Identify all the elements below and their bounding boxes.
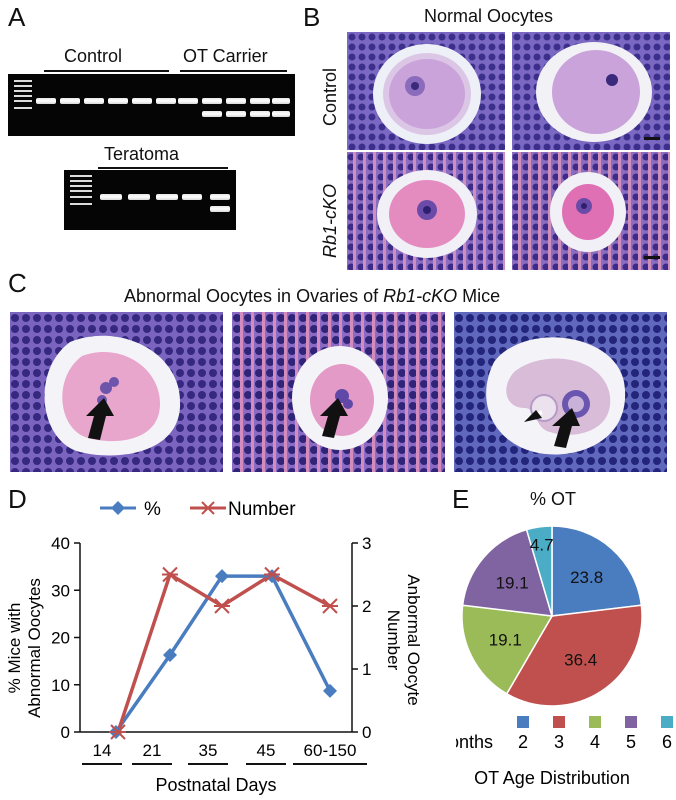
legend-number-text: Number (228, 499, 296, 520)
panel-c-title-suffix: Mice (457, 286, 501, 306)
x-tick-label: 45 (257, 741, 276, 760)
legend-swatch (589, 716, 601, 728)
micrograph-rb1cko-1 (347, 152, 505, 270)
series-number-line (116, 571, 331, 733)
series-percent-line (114, 574, 332, 734)
panel-c-title: Abnormal Oocytes in Ovaries of Rb1-cKO M… (124, 286, 500, 307)
y-right-tick-label: 2 (362, 597, 371, 616)
legend-label: 5 (626, 732, 636, 752)
pie-slice-label: 4.7 (530, 536, 554, 555)
number-point (322, 598, 338, 614)
legend-swatch (661, 716, 673, 728)
legend: % Number (100, 499, 296, 520)
y-right-tick-label: 3 (362, 534, 371, 553)
pie-slice (551, 525, 643, 617)
pie-legend-prefix: Months (456, 732, 493, 752)
x-tick-label: 21 (143, 741, 162, 760)
pie: 23.836.419.119.14.7 (461, 525, 643, 707)
panel-a-label: A (8, 2, 26, 32)
x-axis-title: Postnatal Days (155, 775, 276, 795)
percent-point (323, 683, 337, 698)
y-right-title-2: Number (384, 610, 403, 671)
panel-c-title-italic: Rb1-cKO (383, 286, 458, 306)
panel-b-title: Normal Oocytes (424, 6, 554, 26)
y-left-tick-label: 30 (51, 581, 70, 600)
pie-slice-label: 19.1 (489, 630, 522, 649)
row-label-control: Control (320, 67, 340, 126)
x-tick-label: 60-150 (304, 741, 357, 760)
micrograph-control-2 (512, 32, 670, 150)
legend-swatch (553, 716, 565, 728)
gel-image-control-carrier (8, 74, 295, 136)
ot-carrier-label: OT Carrier (183, 46, 268, 66)
control-underline (44, 70, 169, 72)
panel-b-label: B (303, 2, 321, 32)
ot-carrier-underline (180, 70, 287, 72)
legend-number-marker (201, 501, 215, 515)
pie-slice (505, 604, 643, 707)
pie-slice-label: 23.8 (570, 568, 603, 587)
micrograph-abnormal-3 (454, 312, 667, 472)
percent-point (163, 647, 177, 662)
teratoma-label: Teratoma (104, 144, 180, 164)
legend-swatch (625, 716, 637, 728)
pie-legend: 2 3 4 5 6 (517, 716, 673, 752)
legend-percent-marker (111, 501, 125, 515)
y-left-tick-label: 0 (61, 723, 70, 742)
micrograph-abnormal-2 (232, 312, 445, 472)
pie-slice (461, 604, 554, 695)
number-point (110, 724, 126, 740)
y-left-title-2: Abnormal Oocytes (25, 578, 44, 718)
y-right-tick-label: 1 (362, 660, 371, 679)
y-left-tick-label: 40 (51, 534, 70, 553)
pie-title: % OT (530, 489, 577, 509)
row-label-rb1-cko: Rb1-cKO (320, 183, 340, 258)
pie-slice (525, 525, 553, 617)
panel-d-label: D (8, 484, 27, 514)
teratoma-underline (98, 167, 228, 169)
percent-point (265, 569, 279, 584)
legend-label: 3 (554, 732, 564, 752)
pie-slice (461, 528, 554, 617)
control-label: Control (64, 46, 123, 66)
pie-slice-label: 36.4 (564, 651, 597, 670)
micrograph-rb1cko-2 (512, 152, 670, 270)
panel-c-label: C (8, 268, 27, 298)
number-point (264, 566, 280, 583)
legend-percent-text: % (144, 499, 161, 520)
y-left-title-1: % Mice with (5, 603, 24, 694)
y-right-title-1: Anbormal Oocyte (404, 574, 423, 705)
legend-label: 4 (590, 732, 600, 752)
micrograph-abnormal-1 (10, 312, 223, 472)
x-tick-label: 35 (199, 741, 218, 760)
pie-footer: OT Age Distribution (474, 768, 630, 788)
y-left-tick-label: 10 (51, 676, 70, 695)
y-left-tick-label: 20 (51, 629, 70, 648)
gel-image-teratoma (64, 170, 236, 230)
legend-label: 2 (518, 732, 528, 752)
panel-e-label: E (452, 484, 470, 514)
legend-label: 6 (662, 732, 672, 752)
panel-c-title-prefix: Abnormal Oocytes in Ovaries of (124, 286, 384, 306)
number-point (162, 566, 178, 583)
y-right-tick-label: 0 (362, 723, 371, 742)
number-point (214, 598, 230, 614)
plot-area: 0 10 20 30 40 0 1 2 3 14 21 35 45 60-150 (51, 534, 371, 765)
x-tick-label: 14 (93, 741, 112, 760)
percent-point (215, 569, 229, 584)
micrograph-control-1 (347, 32, 505, 150)
legend-swatch (517, 716, 529, 728)
line-chart-svg: % Number 0 10 20 30 40 0 1 2 3 14 21 35 45 60-150 % M… (5, 499, 423, 795)
pie-slice-label: 19.1 (496, 573, 529, 592)
